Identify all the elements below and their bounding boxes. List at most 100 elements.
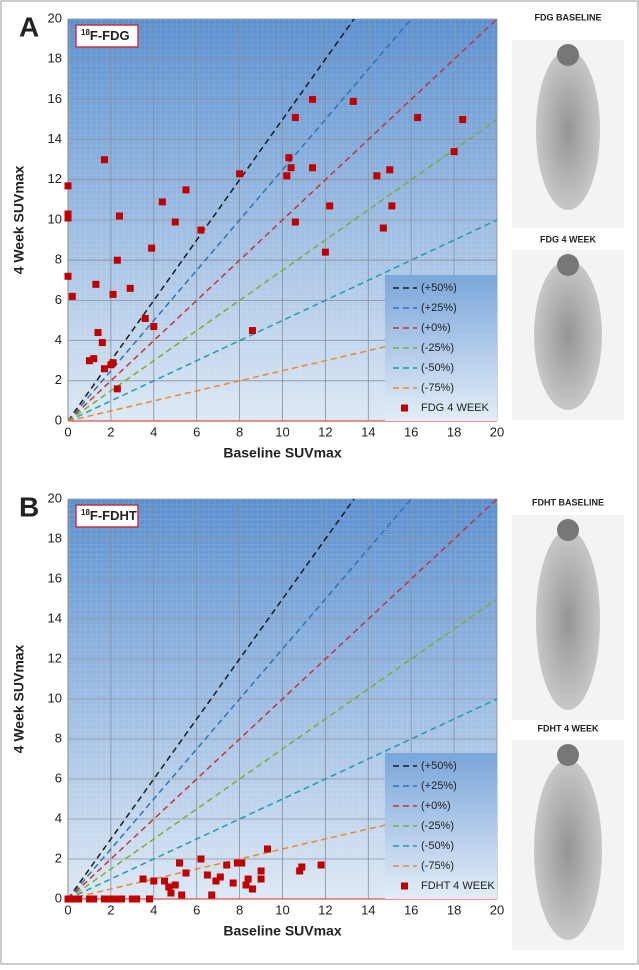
legend-label: FDG 4 WEEK [421,402,490,414]
x-tick-label: 14 [361,902,375,917]
legend-label: (+25%) [421,780,457,792]
x-tick-label: 0 [64,424,71,439]
y-tick-label: 12 [48,650,62,665]
data-point [112,896,119,903]
x-tick-label: 18 [447,902,461,917]
y-tick-label: 16 [48,91,62,106]
y-tick-label: 2 [55,372,62,387]
data-point [309,96,316,103]
data-point [217,874,224,881]
data-point [178,892,185,899]
y-tick-label: 4 [55,332,62,347]
data-point [373,172,380,179]
data-point [150,878,157,885]
data-point [388,202,395,209]
y-tick-label: 12 [48,171,62,186]
x-tick-label: 10 [275,424,289,439]
x-tick-label: 18 [447,424,461,439]
data-point [197,227,204,234]
legend-label: (+50%) [421,282,457,294]
data-point [116,212,123,219]
legend-label: (-75%) [421,382,454,394]
legend-label: (+0%) [421,322,451,334]
data-point [451,148,458,155]
data-point [146,896,153,903]
x-tick-label: 12 [318,902,332,917]
legend-label: (+25%) [421,302,457,314]
data-point [165,884,172,891]
y-tick-label: 20 [48,10,62,25]
y-tick-label: 14 [48,131,62,146]
data-point [101,896,108,903]
data-point [386,166,393,173]
y-tick-label: 0 [55,890,62,905]
data-point [69,293,76,300]
data-point [118,896,125,903]
legend-label: (-25%) [421,342,454,354]
data-point [249,886,256,893]
annotation-text: F-FDHT [90,508,137,523]
legend-label: FDHT 4 WEEK [421,880,495,892]
x-tick-label: 2 [107,902,114,917]
y-tick-label: 8 [55,730,62,745]
data-point [182,186,189,193]
data-point [414,114,421,121]
x-axis-title: Baseline SUVmax [223,445,341,461]
y-tick-label: 8 [55,252,62,267]
legend-swatch [401,405,408,412]
y-tick-label: 10 [48,690,62,705]
data-point [318,862,325,869]
legend-swatch [401,883,408,890]
annotation: 18F-FDHT [81,508,137,523]
data-point [182,870,189,877]
x-tick-label: 14 [361,424,375,439]
data-point [176,860,183,867]
data-point [110,359,117,366]
data-point [172,219,179,226]
data-point [204,872,211,879]
data-point [197,856,204,863]
y-axis-title: 4 Week SUVmax [11,644,27,753]
data-point [161,878,168,885]
data-point [230,880,237,887]
panel-label: A [19,11,39,42]
y-tick-label: 2 [55,850,62,865]
y-tick-label: 6 [55,292,62,307]
image-label: FDG BASELINE [534,12,601,22]
data-point [90,896,97,903]
annotation-text: F-FDG [90,28,130,43]
data-point [350,98,357,105]
x-tick-label: 6 [193,424,200,439]
data-point [238,860,245,867]
data-point [65,214,72,221]
legend-label: (-75%) [421,860,454,872]
x-tick-label: 16 [404,424,418,439]
data-point [142,315,149,322]
x-tick-label: 4 [150,424,157,439]
data-point [236,170,243,177]
y-tick-label: 0 [55,412,62,427]
data-point [95,329,102,336]
data-point [288,164,295,171]
data-point [380,225,387,232]
data-point [249,327,256,334]
data-point [285,154,292,161]
data-point [99,339,106,346]
data-point [172,882,179,889]
data-point [322,249,329,256]
data-point [65,182,72,189]
data-point [150,323,157,330]
data-point [258,868,265,875]
figure: FDG BASELINE FDG 4 WEEK FDHT BASELINE FD… [0,0,639,965]
data-point [65,273,72,280]
legend-label: (-50%) [421,840,454,852]
y-tick-label: 10 [48,211,62,226]
legend-label: (-50%) [421,362,454,374]
y-axis-title: 4 Week SUVmax [11,165,27,274]
image-label: FDG 4 WEEK [540,234,597,244]
data-point [292,114,299,121]
data-point [127,285,134,292]
data-point [114,257,121,264]
x-tick-label: 12 [318,424,332,439]
x-tick-label: 20 [490,902,504,917]
